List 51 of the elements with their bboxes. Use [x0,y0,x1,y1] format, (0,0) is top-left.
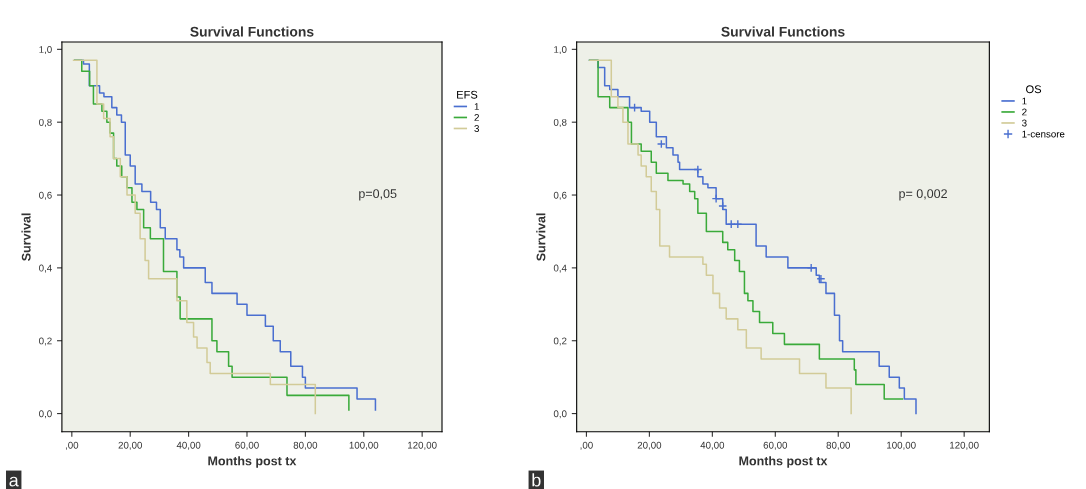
legend-label: 1 [1022,97,1027,105]
x-tick-label: 120,00 [950,441,979,450]
y-axis-title: Survival [536,213,546,261]
chart-title: Survival Functions [190,26,314,37]
y-tick-label: 1,0 [554,46,567,55]
legend-title: EFS [457,90,478,99]
chart-title: Survival Functions [721,26,845,37]
y-tick-label: 0,4 [39,264,52,273]
x-tick-label: 20,00 [637,441,662,450]
x-tick-label: 80,00 [293,441,318,450]
y-tick-label: 0,0 [553,410,567,419]
point [711,194,721,204]
point [693,165,703,175]
annotation: p= 0,002 [899,189,947,201]
x-tick-label: 20,00 [118,441,142,450]
point [726,219,736,229]
y-tick-label: 0,0 [39,410,52,419]
x-tick-label: 40,00 [700,441,725,450]
x-tick-label: 40,00 [176,441,201,450]
y-tick-label: 0,2 [553,337,567,346]
x-tick-label: 100,00 [349,441,379,450]
text: b [532,473,541,487]
y-tick-label: 1,0 [39,46,52,55]
x-tick-label: 100,00 [887,441,916,450]
annotation: p=0,05 [359,189,397,201]
x-tick-label: ,00 [580,441,593,450]
y-tick-label: 0,8 [553,118,567,127]
text: a [9,476,19,487]
legend-label: 1 [474,103,479,110]
y-tick-label: 0,6 [39,191,52,200]
x-tick-label: ,00 [65,441,79,450]
legend-title: OS [1026,85,1042,94]
legend-label: 3 [1022,119,1027,127]
y-tick-label: 0,8 [39,118,52,127]
point [806,263,816,273]
x-tick-label: 60,00 [763,441,788,450]
x-tick-label: 120,00 [408,441,437,450]
legend-label: 1-censore [1022,130,1065,138]
x-axis-title: Months post tx [208,456,297,468]
x-tick-label: 80,00 [826,441,851,450]
y-axis-title: Survival [21,213,31,261]
legend-label: 3 [474,125,479,132]
legend-label: 2 [474,114,479,121]
x-tick-label: 60,00 [235,441,259,450]
point [733,219,743,229]
y-tick-label: 0,2 [39,337,52,346]
y-tick-label: 0,6 [553,191,567,200]
y-tick-label: 0,4 [553,264,567,273]
x-axis-title: Months post tx [739,456,828,468]
point [656,139,666,149]
legend-label: 2 [1022,108,1027,116]
